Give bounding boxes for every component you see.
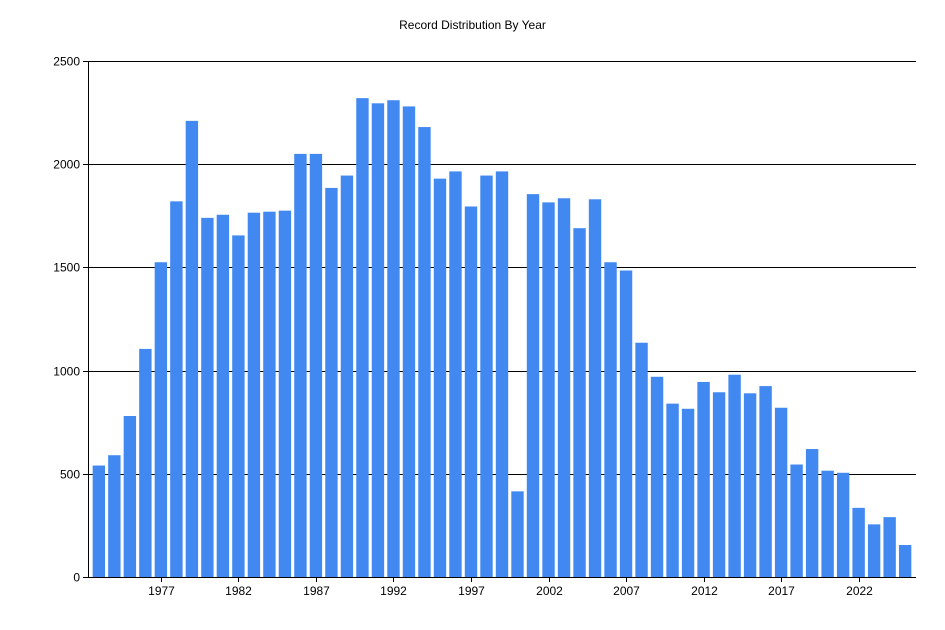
bar-2018 [790, 464, 803, 577]
bar-1983 [247, 212, 261, 577]
bar-2020 [821, 470, 834, 577]
bar-2014 [728, 374, 741, 577]
bar-1993 [402, 106, 416, 577]
bar-2022 [852, 507, 865, 577]
bar-1999 [495, 171, 509, 578]
bar-2021 [836, 472, 850, 577]
bar-2024 [883, 517, 896, 577]
y-tick-label-2000: 2000 [53, 158, 80, 172]
axes [83, 61, 916, 582]
y-tick-label-1500: 1500 [53, 261, 80, 275]
x-tick-label-1987: 1987 [303, 584, 330, 598]
x-tick-label-1977: 1977 [148, 584, 175, 598]
bar-1995 [433, 178, 447, 577]
bar-2019 [805, 449, 819, 577]
bar-2009 [650, 376, 664, 577]
bar-2015 [743, 393, 757, 577]
bar-1979 [185, 120, 199, 578]
bar-2025 [898, 545, 912, 577]
bar-2001 [526, 194, 540, 577]
bar-1987 [309, 153, 323, 577]
y-tick-label-500: 500 [60, 468, 80, 482]
x-tick-label-1992: 1992 [380, 584, 407, 598]
bar-1981 [216, 214, 230, 577]
bar-2016 [759, 386, 772, 577]
bar-1978 [170, 201, 183, 577]
bar-1984 [263, 211, 276, 578]
chart-title: Record Distribution By Year [399, 18, 546, 32]
bar-2011 [681, 408, 695, 577]
tick-labels: 0 500 1000 1500 2000 2500 1977 1982 1987 1992 1997… [53, 55, 873, 599]
bar-2003 [557, 198, 571, 577]
bar-1974 [108, 455, 121, 577]
bar-1975 [123, 416, 137, 577]
bar-1986 [294, 153, 307, 577]
bar-2000 [511, 491, 524, 577]
bar-1989 [340, 175, 354, 578]
y-tick-label-1000: 1000 [53, 365, 80, 379]
x-tick-label-2012: 2012 [691, 584, 718, 598]
bar-2002 [542, 202, 555, 577]
bar-1982 [232, 235, 245, 577]
bar-1980 [201, 217, 214, 578]
bar-2007 [619, 270, 633, 577]
bar-2008 [635, 342, 648, 577]
bar-1988 [325, 187, 338, 577]
bar-1985 [278, 210, 292, 577]
bar-1997 [464, 206, 478, 577]
y-tick-label-2500: 2500 [53, 55, 80, 69]
x-tick-label-2017: 2017 [768, 584, 795, 598]
x-tick-label-2022: 2022 [846, 584, 873, 598]
bars [92, 98, 912, 578]
bar-2004 [573, 228, 586, 577]
bar-1994 [418, 127, 431, 578]
bar-1991 [371, 103, 385, 577]
bar-2010 [666, 403, 679, 577]
x-tick-label-2007: 2007 [613, 584, 640, 598]
bar-2017 [774, 407, 788, 577]
bar-2013 [712, 392, 726, 577]
bar-1996 [449, 171, 462, 578]
x-tick-label-2002: 2002 [536, 584, 563, 598]
bar-2006 [604, 262, 617, 577]
bar-1992 [387, 100, 400, 577]
y-tick-label-0: 0 [73, 571, 80, 585]
bar-1973 [92, 465, 106, 577]
bar-1976 [139, 348, 152, 577]
x-tick-label-1982: 1982 [225, 584, 252, 598]
bar-1977 [154, 262, 168, 577]
bar-2012 [697, 381, 710, 577]
bar-2023 [867, 524, 881, 577]
bar-2005 [588, 199, 602, 578]
bar-1998 [480, 175, 493, 578]
x-tick-label-1997: 1997 [458, 584, 485, 598]
bar-1990 [356, 98, 369, 578]
